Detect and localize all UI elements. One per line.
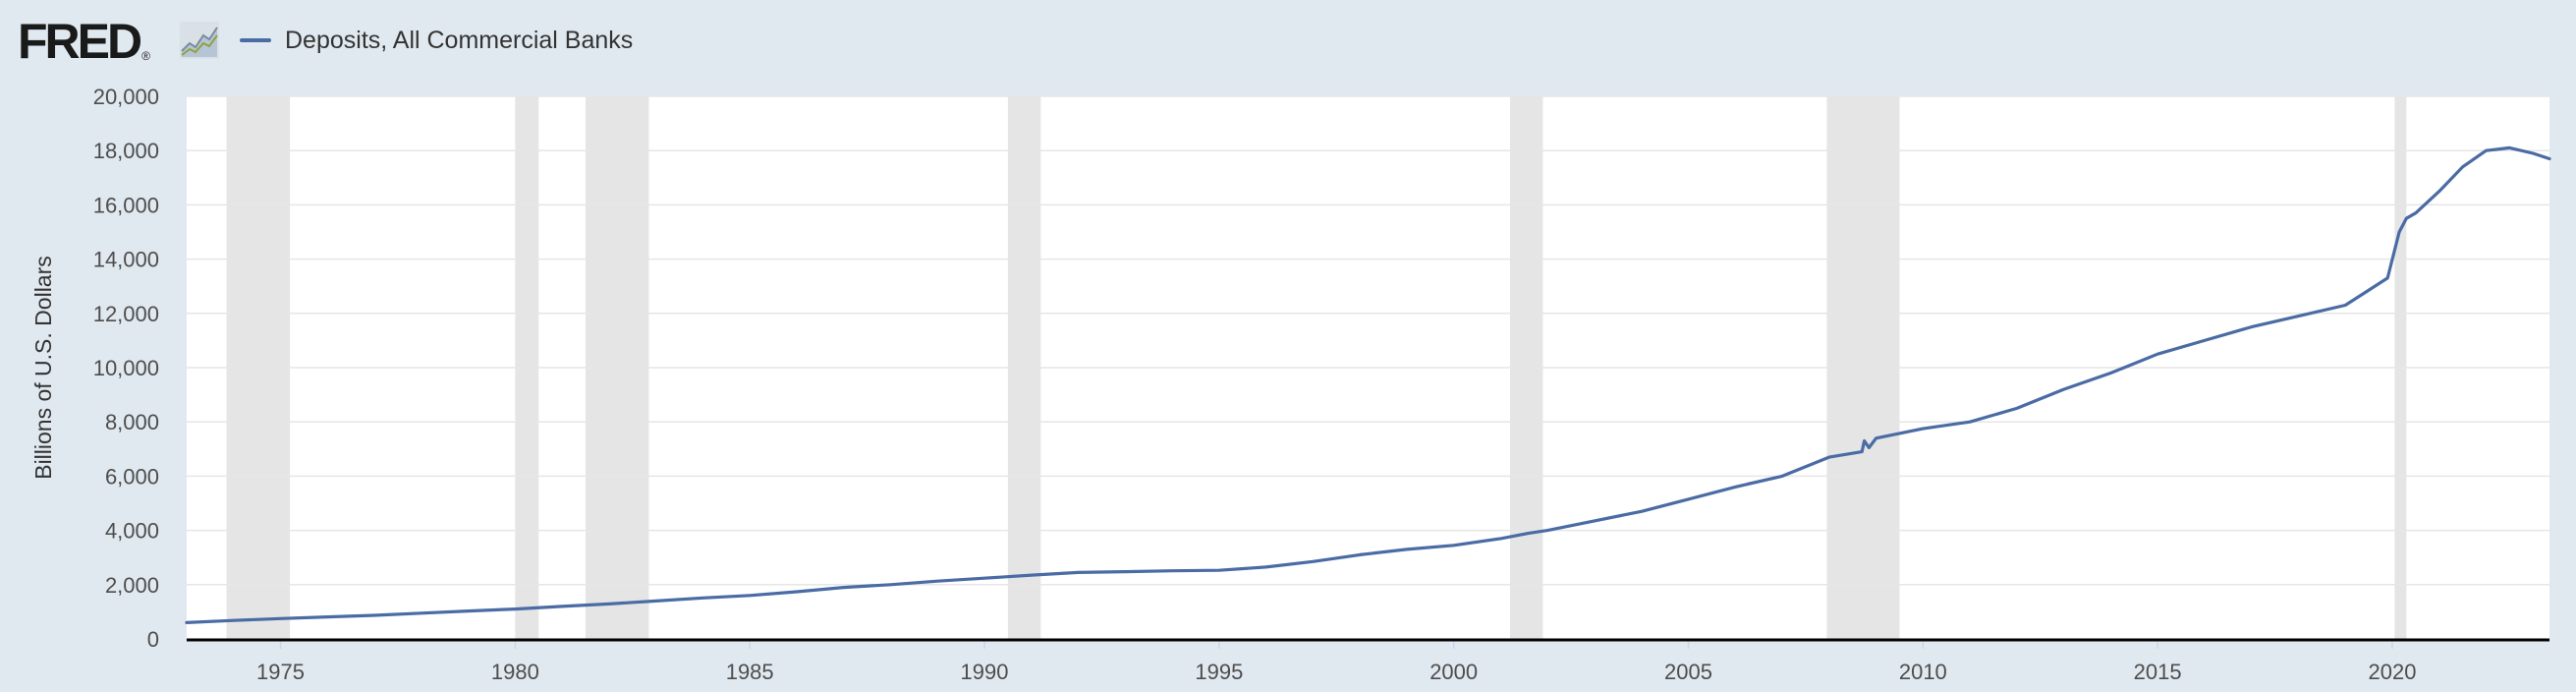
chart-header: FRED ® Deposits, All Commercial Banks (0, 0, 2576, 88)
y-tick-label: 8,000 (105, 410, 159, 434)
y-tick-label: 10,000 (93, 356, 159, 380)
registered-mark: ® (141, 49, 150, 63)
y-tick-label: 0 (147, 627, 159, 652)
y-tick-label: 2,000 (105, 573, 159, 598)
chart-legend: Deposits, All Commercial Banks (240, 24, 633, 57)
legend-swatch (240, 38, 271, 42)
legend-label: Deposits, All Commercial Banks (285, 26, 634, 54)
y-tick-label: 18,000 (93, 139, 159, 163)
x-axis-ticks: 1975 1980 1985 1990 1995 2000 2005 2010 2015 2020 (256, 639, 2416, 684)
y-tick-label: 4,000 (105, 519, 159, 544)
x-tick-label: 2015 (2134, 660, 2182, 684)
y-axis-label: Billions of U.S. Dollars (30, 256, 56, 480)
x-tick-label: 2020 (2369, 660, 2417, 684)
fred-logo[interactable]: FRED ® (18, 14, 150, 69)
y-tick-label: 6,000 (105, 464, 159, 489)
line-chart-icon (180, 22, 219, 59)
x-tick-label: 2000 (1429, 660, 1478, 684)
series-line-deposits (185, 145, 2551, 625)
y-tick-label: 14,000 (93, 248, 159, 272)
y-tick-label: 12,000 (93, 302, 159, 326)
gridlines (187, 95, 2549, 586)
x-tick-label: 2005 (1664, 660, 1712, 684)
x-tick-label: 1980 (491, 660, 539, 684)
series-layer (185, 145, 2551, 625)
y-axis-ticks: 0 2,000 4,000 6,000 8,000 10,000 12,000 14,000 1… (93, 85, 159, 652)
fred-logo-text: FRED (18, 14, 142, 69)
x-tick-label: 1975 (256, 660, 305, 684)
x-tick-label: 1990 (961, 660, 1009, 684)
x-tick-label: 1995 (1195, 660, 1243, 684)
y-tick-label: 20,000 (93, 85, 159, 109)
x-tick-label: 1985 (726, 660, 774, 684)
x-tick-label: 2010 (1899, 660, 1947, 684)
y-tick-label: 16,000 (93, 193, 159, 217)
